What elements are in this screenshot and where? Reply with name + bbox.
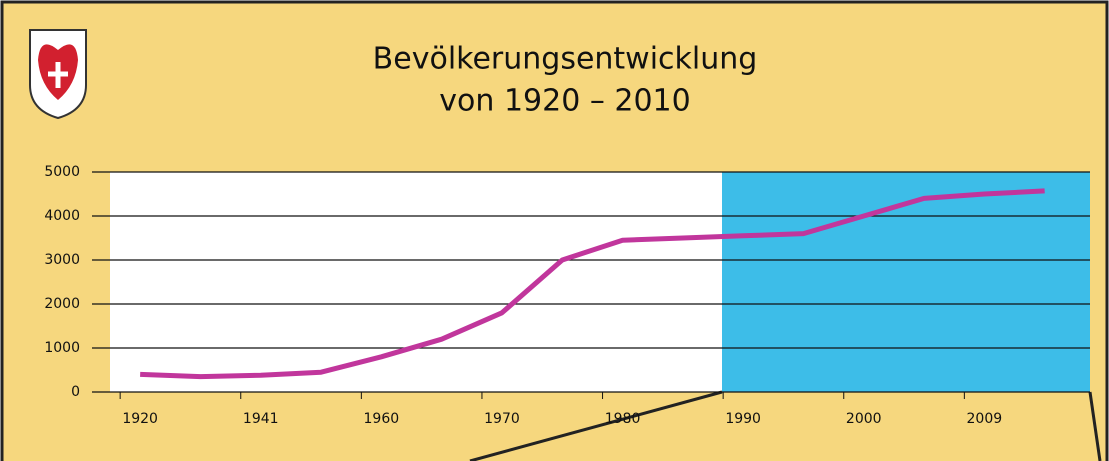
highlight-area bbox=[722, 172, 1090, 392]
y-tick-label: 2000 bbox=[44, 296, 80, 312]
x-tick-label: 1970 bbox=[484, 411, 520, 427]
x-tick-label: 1990 bbox=[725, 411, 761, 427]
y-tick-label: 5000 bbox=[44, 164, 80, 180]
y-tick-label: 3000 bbox=[44, 252, 80, 268]
x-tick-label: 1980 bbox=[605, 411, 641, 427]
x-tick-label: 1960 bbox=[364, 411, 400, 427]
crest bbox=[29, 29, 87, 120]
x-tick-label: 1920 bbox=[122, 411, 158, 427]
y-tick-label: 4000 bbox=[44, 208, 80, 224]
zoom-connector bbox=[1088, 391, 1102, 461]
plot-area bbox=[110, 172, 722, 392]
y-tick-label: 0 bbox=[71, 384, 80, 400]
data-line bbox=[140, 188, 1045, 380]
chart-subtitle: von 1920 – 2010 bbox=[439, 84, 690, 119]
chart-title: Bevölkerungsentwicklung bbox=[373, 42, 758, 77]
zoom-connector bbox=[469, 390, 723, 461]
x-tick-label: 1941 bbox=[243, 411, 279, 427]
x-tick-label: 2009 bbox=[967, 411, 1003, 427]
y-tick-label: 1000 bbox=[44, 340, 80, 356]
x-tick-label: 2000 bbox=[846, 411, 882, 427]
